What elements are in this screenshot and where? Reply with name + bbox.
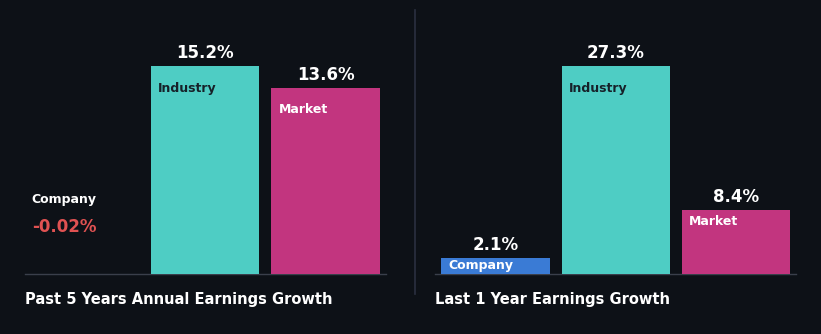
Text: -0.02%: -0.02% <box>32 218 96 236</box>
Text: Company: Company <box>448 259 513 272</box>
Text: Past 5 Years Annual Earnings Growth: Past 5 Years Annual Earnings Growth <box>25 292 333 307</box>
Text: Market: Market <box>278 103 328 116</box>
Bar <box>441 258 549 274</box>
Text: Industry: Industry <box>569 82 627 96</box>
Text: Last 1 Year Earnings Growth: Last 1 Year Earnings Growth <box>435 292 670 307</box>
Text: 2.1%: 2.1% <box>472 236 518 254</box>
Bar <box>682 210 791 274</box>
Text: 15.2%: 15.2% <box>177 44 234 62</box>
Bar <box>151 66 259 274</box>
Bar <box>562 66 670 274</box>
Text: 27.3%: 27.3% <box>587 44 644 62</box>
Text: 13.6%: 13.6% <box>297 65 355 84</box>
Text: Market: Market <box>689 215 738 228</box>
Text: Company: Company <box>32 193 97 206</box>
Text: 8.4%: 8.4% <box>713 188 759 206</box>
Bar <box>272 88 380 274</box>
Text: Industry: Industry <box>158 82 217 96</box>
